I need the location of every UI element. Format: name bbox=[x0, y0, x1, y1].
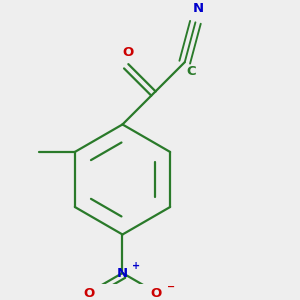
Text: −: − bbox=[167, 282, 175, 292]
Text: C: C bbox=[187, 65, 196, 78]
Text: N: N bbox=[117, 266, 128, 280]
Text: O: O bbox=[83, 287, 94, 300]
Text: +: + bbox=[132, 261, 140, 271]
Text: O: O bbox=[123, 46, 134, 59]
Text: N: N bbox=[193, 2, 204, 15]
Text: O: O bbox=[151, 287, 162, 300]
